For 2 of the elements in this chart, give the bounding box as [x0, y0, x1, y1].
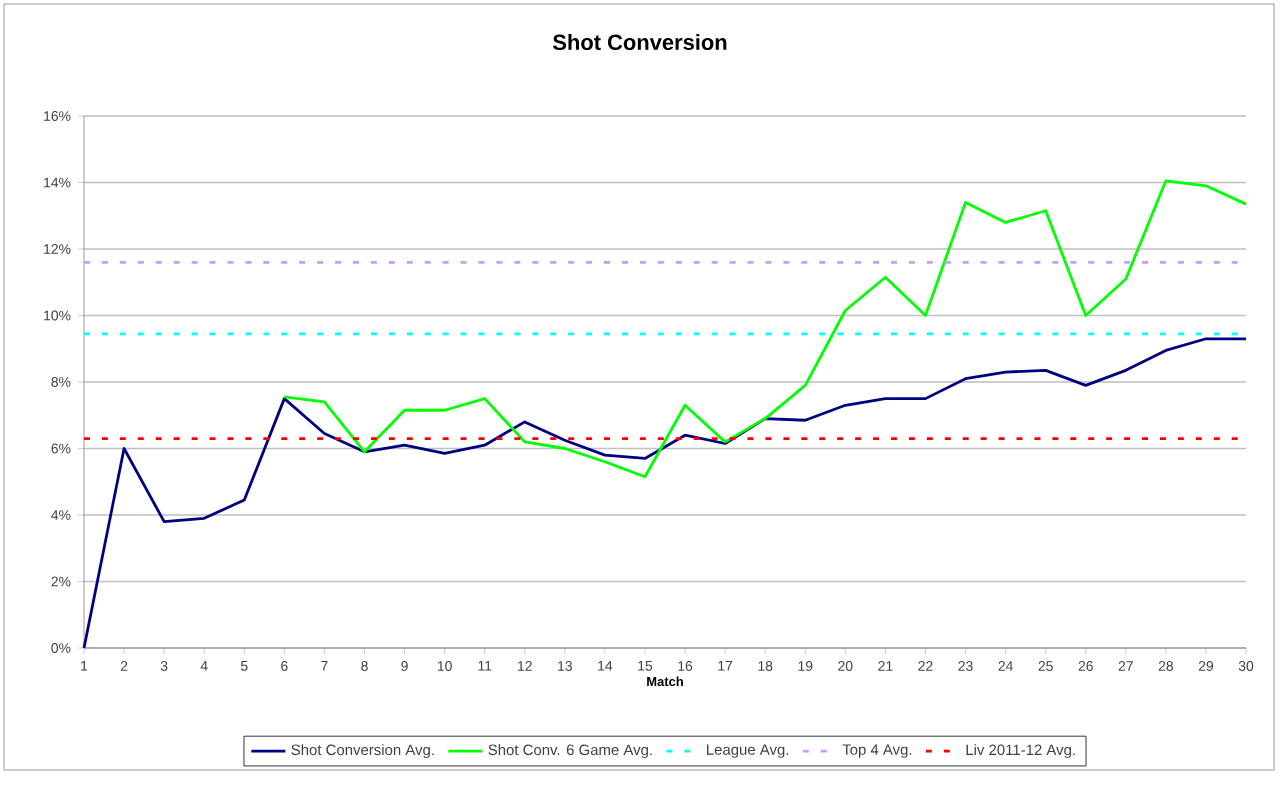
- line-series: [282, 179, 1248, 479]
- chart-title: Shot Conversion: [552, 33, 727, 51]
